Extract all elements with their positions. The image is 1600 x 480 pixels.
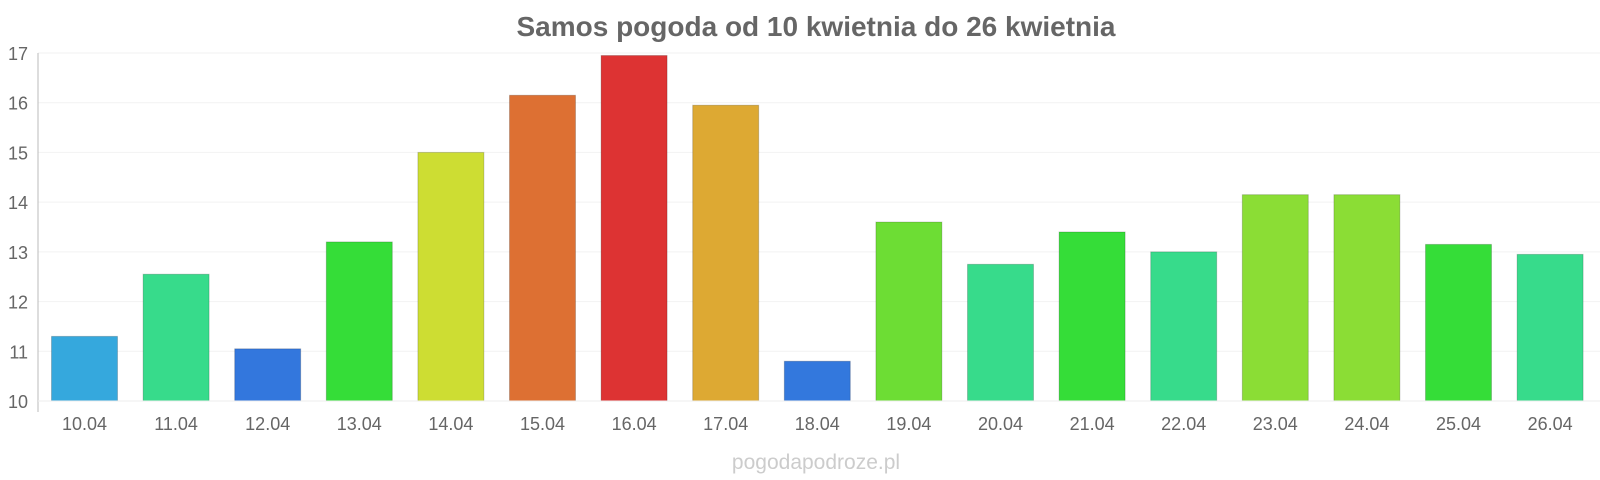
x-tick-label: 17.04 — [703, 414, 748, 434]
y-tick-label: 10 — [8, 392, 28, 412]
bar-25.04 — [1425, 243, 1492, 402]
x-tick-label: 18.04 — [795, 414, 840, 434]
bar-26.04 — [1516, 253, 1584, 402]
bars — [51, 54, 1584, 402]
x-tick-label: 16.04 — [612, 414, 657, 434]
x-tick-label: 21.04 — [1070, 414, 1115, 434]
bar-21.04 — [1058, 231, 1126, 402]
bar-24.04 — [1333, 194, 1401, 402]
x-tick-label: 25.04 — [1436, 414, 1481, 434]
bar-10.04 — [51, 335, 118, 402]
bar-20.04 — [967, 263, 1034, 402]
axes — [37, 53, 1600, 412]
y-tick-label: 11 — [9, 342, 28, 362]
x-tick-label: 12.04 — [245, 414, 290, 434]
x-tick-label: 15.04 — [520, 414, 565, 434]
bar-15.04 — [509, 94, 576, 402]
x-tick-label: 24.04 — [1344, 414, 1389, 434]
y-axis-tick-labels: 10 11 12 13 14 15 16 17 — [8, 44, 28, 412]
chart-title: Samos pogoda od 10 kwietnia do 26 kwietn… — [516, 11, 1115, 42]
bar-23.04 — [1241, 194, 1309, 402]
y-tick-label: 16 — [8, 94, 28, 114]
bar-11.04 — [142, 273, 210, 402]
x-tick-label: 11.04 — [154, 414, 198, 434]
bar-22.04 — [1150, 251, 1218, 402]
bar-16.04 — [600, 54, 668, 402]
bar-14.04 — [417, 151, 485, 402]
x-tick-label: 14.04 — [428, 414, 473, 434]
x-tick-label: 22.04 — [1161, 414, 1206, 434]
bar-18.04 — [783, 360, 851, 402]
y-tick-label: 17 — [8, 44, 28, 64]
bar-19.04 — [875, 221, 943, 402]
x-tick-label: 10.04 — [62, 414, 107, 434]
y-tick-label: 13 — [8, 243, 28, 263]
bar-17.04 — [692, 104, 760, 402]
bar-12.04 — [234, 348, 302, 402]
bar-13.04 — [325, 241, 393, 402]
y-tick-label: 12 — [8, 293, 28, 313]
x-tick-label: 13.04 — [337, 414, 382, 434]
watermark: pogodapodroze.pl — [732, 451, 900, 474]
y-tick-label: 15 — [8, 143, 28, 163]
x-tick-label: 19.04 — [886, 414, 931, 434]
x-axis-tick-labels: 10.04 11.04 12.04 13.04 14.04 15.04 16.04 17.04… — [62, 414, 1573, 434]
x-tick-label: 20.04 — [978, 414, 1023, 434]
x-tick-label: 26.04 — [1528, 414, 1573, 434]
gridlines — [38, 52, 1600, 352]
x-tick-label: 23.04 — [1253, 414, 1298, 434]
y-tick-label: 14 — [8, 193, 28, 213]
